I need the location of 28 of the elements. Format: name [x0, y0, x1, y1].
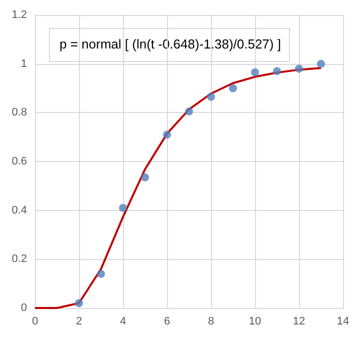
point: [97, 270, 105, 278]
x-tick-label: 14: [336, 316, 350, 328]
point: [75, 299, 83, 308]
y-tick-label: 0: [20, 302, 27, 314]
y-tick-label: 1.2: [12, 9, 27, 21]
x-tick-label: 12: [292, 316, 306, 328]
annotation: p = normal [ (ln(t -0.648)-1.38)/0.527) ]: [60, 36, 281, 52]
point: [295, 64, 303, 73]
point: [317, 60, 325, 68]
x-tick-label: 10: [248, 316, 262, 328]
y-tick-label: 0.8: [12, 106, 27, 119]
y-tick-label: 1: [20, 58, 27, 70]
x-tick-label: 4: [120, 316, 126, 328]
point: [163, 130, 171, 139]
point: [229, 84, 237, 92]
point: [273, 67, 281, 76]
x-tick-label: 0: [32, 316, 38, 328]
y-tick-label: 0.2: [12, 253, 27, 266]
x-tick-label: 8: [208, 316, 214, 328]
x-tick-label: 2: [76, 316, 82, 328]
point: [207, 92, 215, 101]
x-tick-label: 6: [164, 316, 170, 328]
point: [185, 107, 193, 116]
point: [251, 68, 259, 76]
y-tick-label: 0.4: [12, 204, 27, 216]
point: [141, 173, 149, 182]
point: [119, 204, 127, 212]
y-tick-label: 0.6: [12, 156, 27, 168]
